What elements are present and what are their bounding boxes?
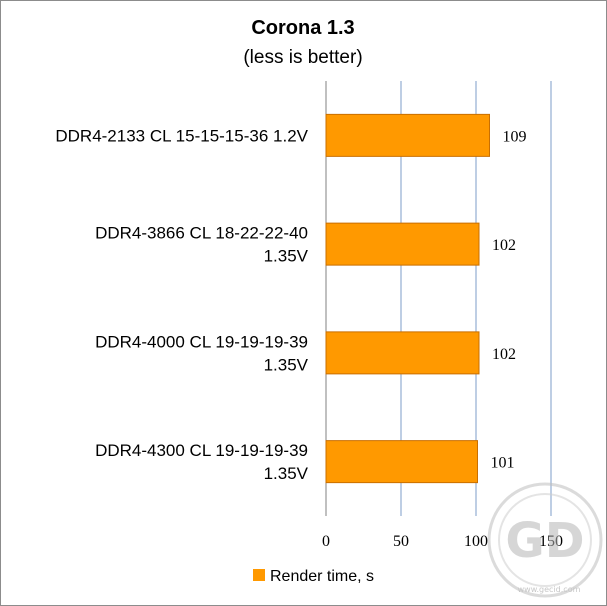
bar: [325, 113, 490, 157]
legend-swatch: [253, 569, 265, 581]
data-label: 102: [492, 346, 516, 363]
category-label: DDR4-3866 CL 18-22-22-40: [95, 224, 308, 243]
legend-label: Render time, s: [270, 568, 374, 585]
watermark-caption: www.gecid.com: [518, 585, 581, 594]
tick-layer: 0 50 100 150: [322, 533, 563, 550]
category-label: DDR4-4000 CL 19-19-19-39: [95, 332, 308, 351]
data-label: 109: [503, 128, 527, 145]
data-label: 101: [491, 455, 515, 472]
watermark-text: GD: [505, 513, 584, 569]
x-tick-label: 50: [393, 533, 409, 550]
x-tick-label: 0: [322, 533, 330, 550]
bar: [325, 331, 480, 375]
data-label: 102: [492, 237, 516, 254]
x-tick-label: 150: [539, 533, 563, 550]
category-label: 1.35V: [264, 355, 309, 374]
watermark-ring: [487, 482, 603, 598]
legend: Render time, s: [253, 568, 374, 585]
chart-subtitle: (less is better): [243, 47, 362, 68]
category-label: DDR4-4300 CL 19-19-19-39: [95, 441, 308, 460]
chart-title: Corona 1.3: [251, 17, 354, 39]
watermark-logo: GD www.gecid.com: [487, 482, 603, 598]
watermark-inner-ring: [498, 493, 592, 587]
x-tick-label: 100: [464, 533, 488, 550]
bar: [325, 440, 478, 484]
category-label: 1.35V: [264, 464, 309, 483]
category-label: DDR4-2133 CL 15-15-15-36 1.2V: [55, 126, 308, 145]
bar-layer: [325, 113, 490, 484]
label-layer: 109 DDR4-2133 CL 15-15-15-36 1.2V 102 DDR4-…: [55, 126, 526, 483]
bar: [325, 222, 480, 266]
category-label: 1.35V: [264, 247, 309, 266]
